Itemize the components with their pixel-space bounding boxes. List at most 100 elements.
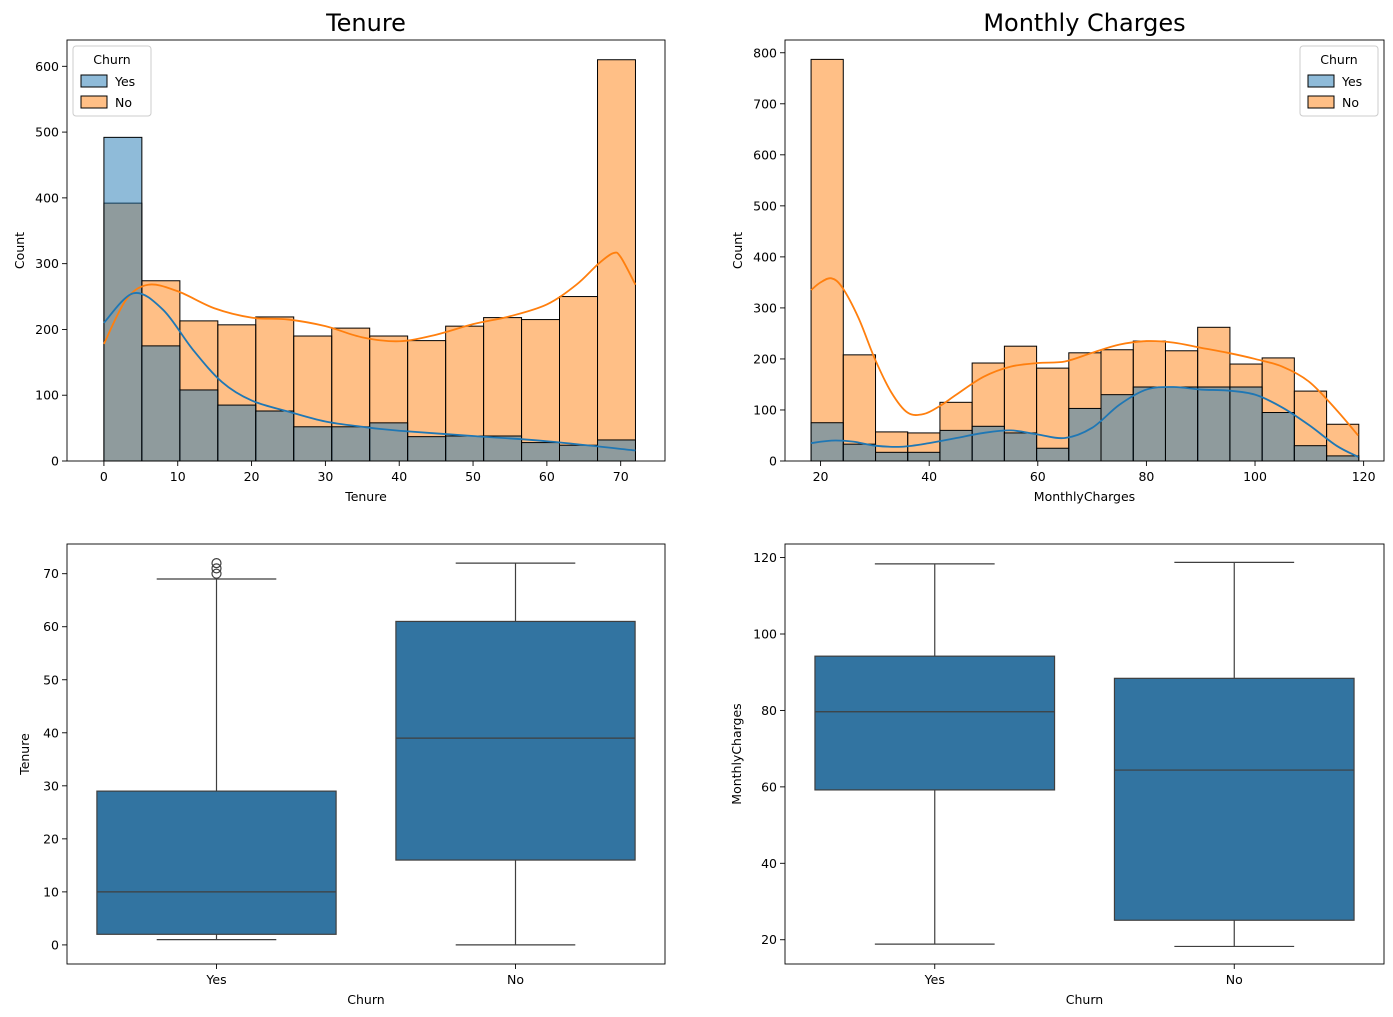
x-tick-label: 70 bbox=[613, 469, 629, 484]
hist-bar-yes bbox=[842, 443, 877, 462]
y-tick-label: 60 bbox=[761, 779, 777, 794]
x-tick-label: 0 bbox=[100, 469, 108, 484]
outlier-point bbox=[211, 563, 222, 574]
y-tick-label: 20 bbox=[761, 932, 777, 947]
box-no bbox=[1113, 561, 1355, 948]
hist-bar-yes bbox=[293, 426, 333, 462]
hist-bar-yes bbox=[1261, 412, 1295, 462]
legend-label: No bbox=[115, 95, 132, 110]
x-tick-label: No bbox=[507, 972, 524, 987]
y-tick-label: 700 bbox=[753, 96, 777, 111]
kde-line-yes bbox=[810, 386, 1359, 458]
x-tick-label: 100 bbox=[1243, 469, 1267, 484]
histogram-chart-tenure: 0 100 200 300 400 500 600 0 10 20 30 40 50 60 70 Tenure… bbox=[12, 9, 666, 504]
y-tick-label: 0 bbox=[769, 454, 777, 469]
x-tick-label: 10 bbox=[170, 469, 186, 484]
hist-bar-yes bbox=[331, 426, 371, 462]
hist-bar-yes bbox=[1197, 386, 1231, 462]
hist-bar-no bbox=[559, 296, 599, 462]
box-iqr bbox=[96, 790, 337, 935]
y-tick-label: 400 bbox=[753, 249, 777, 264]
hist-bar-yes bbox=[875, 451, 909, 462]
legend-label: No bbox=[1342, 95, 1359, 110]
axes-frame bbox=[66, 39, 666, 462]
legend-title: Churn bbox=[1320, 52, 1357, 67]
box-iqr bbox=[395, 620, 636, 861]
y-tick-label: 300 bbox=[753, 300, 777, 315]
y-tick-label: 80 bbox=[761, 703, 777, 718]
y-tick-label: 40 bbox=[761, 856, 777, 871]
box-no bbox=[395, 562, 636, 946]
legend-swatch-no bbox=[80, 95, 108, 109]
y-tick-label: 20 bbox=[43, 831, 59, 846]
x-axis-label: MonthlyCharges bbox=[1034, 489, 1135, 504]
x-tick-label: 60 bbox=[1030, 469, 1046, 484]
hist-bar-yes bbox=[1068, 407, 1102, 462]
y-axis-label: Tenure bbox=[17, 733, 32, 776]
y-tick-label: 60 bbox=[43, 619, 59, 634]
x-tick-label: 50 bbox=[465, 469, 481, 484]
y-tick-label: 120 bbox=[753, 550, 777, 565]
kde-line-no bbox=[810, 277, 1359, 437]
hist-bar-yes bbox=[255, 410, 295, 462]
box-plot-monthly-charges: 20 40 60 80 100 120 Yes No Churn MonthlyCharges bbox=[729, 543, 1385, 1007]
histogram-chart-monthly-charges: 0 100 200 300 400 500 600 700 800 20 40 60 80 100 120 M… bbox=[730, 9, 1385, 504]
legend-swatch-yes bbox=[1307, 74, 1335, 88]
x-tick-label: 20 bbox=[813, 469, 829, 484]
x-tick-label: Yes bbox=[205, 972, 226, 987]
axes-frame bbox=[66, 543, 666, 965]
hist-bar-yes bbox=[1229, 386, 1263, 462]
y-tick-label: 600 bbox=[753, 147, 777, 162]
hist-bar-yes bbox=[1293, 445, 1328, 462]
y-tick-label: 40 bbox=[43, 725, 59, 740]
legend: Churn Yes No bbox=[72, 45, 152, 117]
hist-bar-yes bbox=[1003, 432, 1038, 462]
y-tick-label: 50 bbox=[43, 672, 59, 687]
hist-bar-yes bbox=[559, 444, 599, 462]
y-tick-label: 500 bbox=[35, 125, 59, 140]
box-iqr bbox=[814, 655, 1056, 791]
x-axis-label: Churn bbox=[1066, 992, 1103, 1007]
kde-line-yes bbox=[103, 292, 636, 452]
hist-bar-yes bbox=[907, 451, 941, 462]
y-tick-label: 600 bbox=[35, 59, 59, 74]
outlier-point bbox=[211, 557, 222, 569]
hist-bar-yes bbox=[103, 136, 143, 462]
hist-bar-yes bbox=[445, 435, 485, 462]
x-tick-label: 60 bbox=[539, 469, 555, 484]
hist-bar-yes bbox=[179, 389, 219, 462]
legend: Churn Yes No bbox=[1299, 45, 1379, 117]
y-tick-label: 30 bbox=[43, 778, 59, 793]
y-tick-label: 100 bbox=[35, 388, 59, 403]
y-tick-label: 300 bbox=[35, 256, 59, 271]
hist-bar-yes bbox=[141, 345, 181, 462]
y-tick-label: 100 bbox=[753, 627, 777, 642]
y-tick-label: 400 bbox=[35, 190, 59, 205]
hist-bar-no bbox=[810, 58, 844, 462]
outlier-point bbox=[211, 568, 222, 579]
x-axis-label: Churn bbox=[347, 992, 384, 1007]
y-axis-label: MonthlyCharges bbox=[729, 703, 744, 804]
y-tick-label: 0 bbox=[51, 454, 59, 469]
hist-bar-yes bbox=[1132, 386, 1166, 462]
y-tick-label: 0 bbox=[51, 937, 59, 952]
hist-bar-no bbox=[521, 319, 561, 462]
hist-bar-yes bbox=[217, 404, 257, 462]
chart-title: Monthly Charges bbox=[983, 9, 1185, 37]
legend-label: Yes bbox=[114, 74, 135, 89]
box-yes bbox=[96, 557, 337, 941]
legend-title: Churn bbox=[93, 52, 130, 67]
y-tick-label: 100 bbox=[753, 402, 777, 417]
y-axis-label: Count bbox=[730, 232, 745, 269]
axes-frame bbox=[784, 39, 1385, 462]
y-tick-label: 10 bbox=[43, 884, 59, 899]
hist-bar-yes bbox=[521, 442, 561, 462]
legend-label: Yes bbox=[1341, 74, 1362, 89]
chart-title: Tenure bbox=[325, 9, 406, 37]
hist-bar-no bbox=[1036, 367, 1070, 462]
x-tick-label: 20 bbox=[244, 469, 260, 484]
y-tick-label: 70 bbox=[43, 566, 59, 581]
box-plot-tenure: 0 10 20 30 40 50 60 70 Yes No Churn Tenure bbox=[17, 543, 666, 1007]
y-tick-label: 200 bbox=[35, 322, 59, 337]
